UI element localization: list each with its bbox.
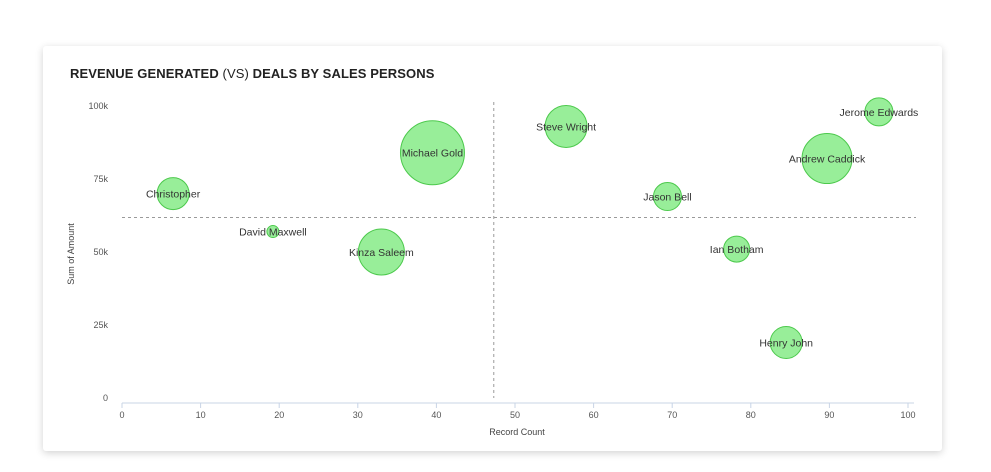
bubble-point: [156, 177, 190, 211]
x-tick-label: 30: [353, 410, 363, 420]
bubble-point: [864, 97, 894, 127]
y-tick-label: 0: [103, 393, 108, 403]
chart-title-part1: REVENUE GENERATED: [70, 66, 219, 81]
bubble-label: Andrew Caddick: [789, 154, 866, 166]
bubble-label: Michael Gold: [402, 148, 463, 160]
bubble-label: Ian Botham: [710, 244, 764, 256]
label-layer: Christopher David Maxwell Kinza Saleem Mich…: [146, 107, 918, 350]
bubble-label: Jason Bell: [643, 192, 691, 204]
grid-layer: [122, 102, 916, 398]
bubble-layer: [156, 97, 894, 360]
bubble-point: [357, 228, 405, 276]
y-tick-label: 25k: [93, 320, 108, 330]
chart-card: [43, 46, 942, 451]
chart-title-part2: (VS): [222, 66, 249, 81]
chart-title-part3: DEALS BY SALES PERSONS: [252, 66, 435, 81]
bubble-label: Christopher: [146, 189, 201, 201]
y-axis-title: Sum of Amount: [66, 223, 76, 285]
y-tick-label: 75k: [93, 174, 108, 184]
x-tick-label: 10: [196, 410, 206, 420]
x-tick-label: 20: [274, 410, 284, 420]
y-tick-label: 50k: [93, 247, 108, 257]
bubble-label: Henry John: [759, 338, 813, 350]
bubble-label: Steve Wright: [536, 121, 596, 133]
bubble-point: [801, 133, 853, 185]
bubble-point: [723, 235, 751, 263]
x-tick-label: 50: [510, 410, 520, 420]
bubble-label: David Maxwell: [239, 227, 307, 239]
x-tick-label: 70: [667, 410, 677, 420]
y-tick-label: 100k: [88, 101, 108, 111]
bubble-point: [544, 104, 588, 148]
x-axis-title: Record Count: [489, 427, 545, 437]
bubble-label: Jerome Edwards: [840, 107, 919, 119]
x-tick-label: 90: [824, 410, 834, 420]
x-tick-label: 100: [900, 410, 915, 420]
bubble-point: [399, 120, 465, 186]
bubble-point: [769, 326, 803, 360]
bubble-point: [266, 225, 280, 239]
x-tick-label: 40: [431, 410, 441, 420]
chart-title: REVENUE GENERATED (VS) DEALS BY SALES PE…: [70, 66, 435, 81]
bubble-point: [652, 182, 682, 212]
axis-layer: 0 10 20 30 40 50 60 70 80 90 100 0 25k 50k 75k 100k Reco…: [66, 101, 916, 437]
x-tick-label: 80: [746, 410, 756, 420]
x-tick-label: 0: [119, 410, 124, 420]
bubble-label: Kinza Saleem: [349, 247, 414, 259]
x-tick-label: 60: [589, 410, 599, 420]
